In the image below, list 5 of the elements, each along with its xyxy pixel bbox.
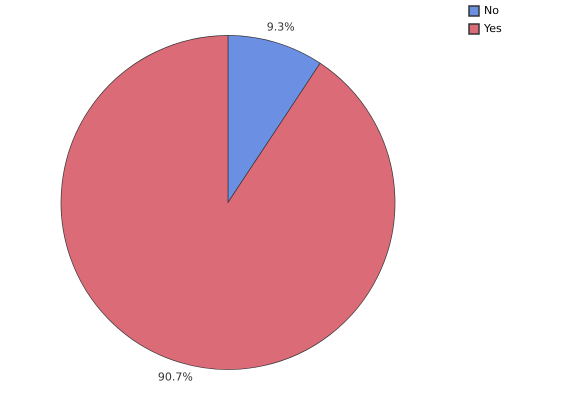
data-label: 9.3%: [266, 20, 295, 34]
legend-label: Yes: [483, 22, 502, 35]
pie-slice: [60, 35, 396, 370]
data-label: 90.7%: [158, 370, 193, 384]
legend-label: No: [484, 4, 500, 17]
